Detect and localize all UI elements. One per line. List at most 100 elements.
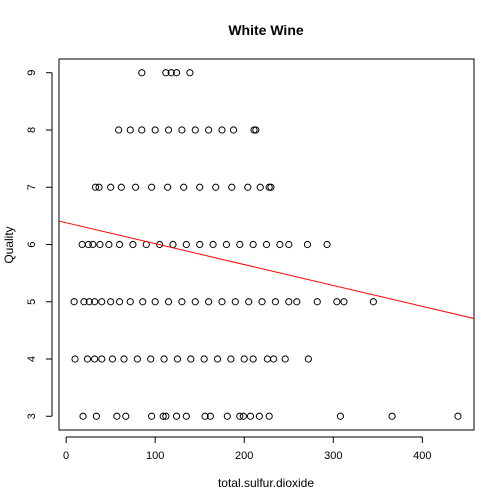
regression-line — [58, 220, 475, 319]
plot-frame — [58, 58, 475, 431]
data-point — [117, 183, 125, 191]
data-point — [271, 298, 280, 306]
y-tick-label: 7 — [26, 184, 38, 190]
data-point — [164, 298, 173, 306]
data-point — [138, 69, 146, 77]
data-point — [240, 355, 248, 363]
data-point — [120, 355, 128, 363]
data-point — [92, 412, 101, 420]
data-point — [85, 298, 93, 306]
data-point — [126, 298, 134, 306]
data-point — [336, 412, 345, 420]
x-tick-label: 100 — [146, 450, 164, 462]
data-points — [70, 69, 462, 420]
data-point — [222, 240, 231, 249]
data-point — [256, 183, 264, 191]
data-point — [276, 240, 284, 249]
data-point — [108, 355, 117, 363]
y-tick-label: 5 — [26, 299, 38, 305]
x-axis-label: total.sulfur.dioxide — [218, 476, 314, 490]
data-point — [70, 298, 78, 306]
data-point — [281, 355, 289, 363]
data-point — [218, 126, 226, 134]
chart-title: White Wine — [228, 22, 304, 38]
data-point — [323, 240, 331, 249]
y-tick-label: 4 — [26, 356, 38, 362]
data-point — [262, 240, 271, 249]
data-point — [138, 126, 146, 134]
data-point — [126, 126, 134, 134]
data-point — [122, 412, 130, 420]
x-tick-label: 200 — [235, 450, 253, 462]
data-point — [340, 298, 348, 306]
data-point — [182, 240, 190, 249]
data-point — [239, 412, 247, 420]
data-point — [172, 412, 181, 420]
data-point — [178, 126, 186, 134]
data-point — [91, 183, 100, 191]
data-point — [218, 298, 226, 306]
x-tick-label: 300 — [324, 450, 342, 462]
data-point — [148, 183, 156, 191]
data-point — [162, 412, 170, 420]
data-point — [246, 412, 255, 420]
data-point — [201, 412, 209, 420]
data-point — [115, 240, 124, 249]
data-point — [213, 355, 222, 363]
data-point — [267, 183, 275, 191]
data-point — [369, 298, 377, 306]
data-point — [186, 69, 194, 77]
data-point — [156, 240, 164, 249]
data-point — [200, 355, 208, 363]
data-point — [205, 126, 213, 134]
data-point — [147, 355, 155, 363]
data-point — [83, 355, 92, 363]
data-point — [333, 298, 341, 306]
data-point — [388, 412, 396, 420]
data-point — [172, 69, 181, 77]
data-point — [105, 240, 113, 249]
data-point — [303, 240, 312, 249]
data-point — [228, 183, 236, 191]
data-point — [182, 412, 190, 420]
data-point — [115, 126, 123, 134]
data-point — [285, 240, 293, 249]
data-point — [95, 183, 103, 191]
y-axis: 3 4 5 6 7 8 9 — [26, 70, 53, 419]
data-point — [133, 355, 141, 363]
data-point — [79, 412, 87, 420]
data-point — [162, 69, 170, 77]
y-tick-label: 6 — [26, 241, 38, 247]
data-point — [107, 183, 115, 191]
data-point — [96, 240, 104, 249]
data-point — [244, 183, 252, 191]
data-point — [236, 412, 244, 420]
data-point — [212, 183, 220, 191]
data-point — [206, 412, 214, 420]
data-point — [115, 298, 124, 306]
data-point — [173, 355, 182, 363]
data-point — [270, 355, 278, 363]
data-point — [229, 126, 238, 134]
data-point — [89, 240, 97, 249]
y-axis-label: Quality — [2, 226, 16, 263]
x-tick-label: 0 — [63, 450, 69, 462]
data-point — [129, 240, 137, 249]
data-point — [148, 412, 156, 420]
data-point — [191, 126, 199, 134]
x-tick-label: 400 — [413, 450, 431, 462]
data-point — [91, 355, 99, 363]
data-point — [285, 298, 293, 306]
data-point — [252, 126, 260, 134]
data-point — [131, 183, 140, 191]
data-point — [293, 298, 301, 306]
data-point — [205, 298, 213, 306]
data-point — [107, 298, 115, 306]
data-point — [249, 240, 257, 249]
y-tick-label: 8 — [26, 127, 38, 133]
data-point — [258, 298, 266, 306]
data-point — [80, 298, 88, 306]
data-point — [71, 355, 79, 363]
